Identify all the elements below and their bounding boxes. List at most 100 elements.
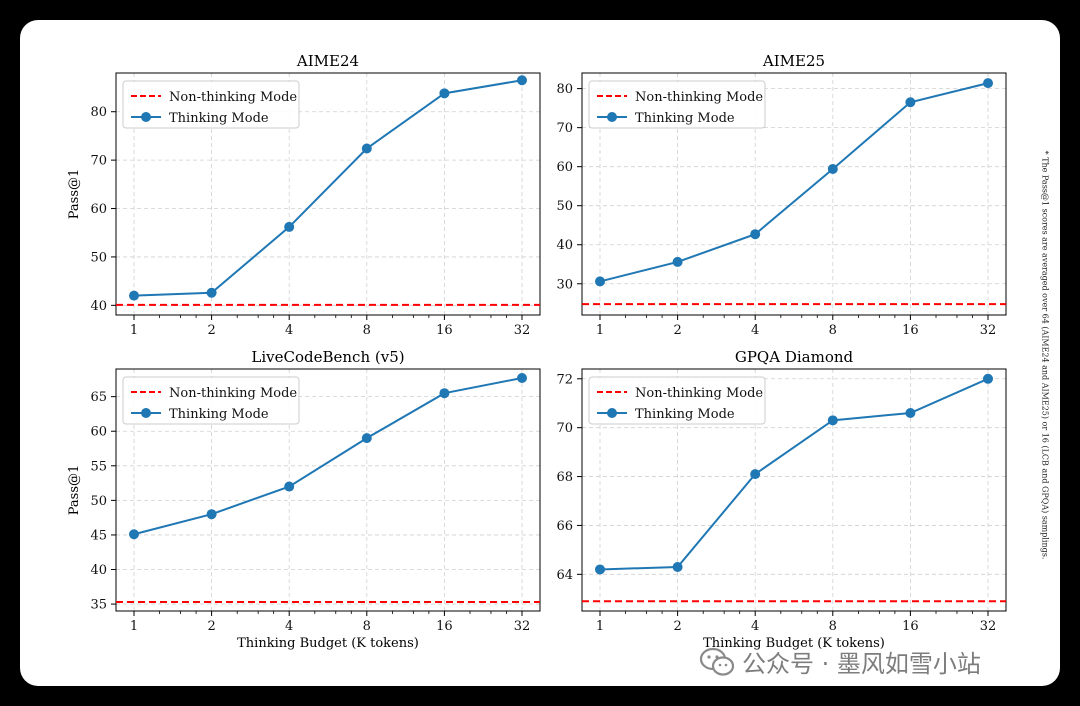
chart-figure: 1 2 4 8 16 32 40 50 60 70 80 AIME24 Pass@1 Non-thinki… <box>67 52 1007 651</box>
legend: Non-thinking Mode Thinking Mode <box>122 376 300 425</box>
y-axis-label: Pass@1 <box>67 169 82 220</box>
legend-box <box>122 80 300 129</box>
thinking-series-line <box>133 79 523 297</box>
plot-frame <box>115 368 541 612</box>
y-tick-label: 50 <box>556 199 573 214</box>
x-tick-label: 1 <box>130 323 138 338</box>
x-tick-label: 2 <box>673 323 681 338</box>
legend-box <box>588 376 766 425</box>
chart-panel-3: 1 2 4 8 16 32 35 40 45 50 55 60 65 LiveCodeBench (v5)… <box>67 348 541 651</box>
x-tick-label: 8 <box>363 619 371 634</box>
y-tick-label: 40 <box>90 563 107 578</box>
y-tick-label: 35 <box>90 598 107 613</box>
thinking-data-point <box>439 88 450 99</box>
legend-swatch-thinking-marker <box>141 408 151 418</box>
thinking-data-point <box>439 388 450 399</box>
legend-label-nonthinking: Non-thinking Mode <box>169 386 297 401</box>
thinking-data-point <box>595 564 605 575</box>
legend-label-nonthinking: Non-thinking Mode <box>635 386 763 401</box>
thinking-data-point <box>129 290 139 301</box>
x-tick-label: 32 <box>514 619 531 634</box>
chart-panel-1: 1 2 4 8 16 32 40 50 60 70 80 AIME24 Pass@1 Non-thinki… <box>67 52 541 338</box>
legend-swatch-thinking-marker <box>607 408 617 418</box>
legend-label-nonthinking: Non-thinking Mode <box>635 90 763 105</box>
x-tick-label: 32 <box>980 323 997 338</box>
watermark-text: 公众号 · 墨风如雪小站 <box>742 650 981 678</box>
thinking-data-point <box>595 276 605 287</box>
thinking-data-point <box>672 562 683 572</box>
y-axis-label: Pass@1 <box>67 465 82 516</box>
x-tick-label: 8 <box>829 619 837 634</box>
thinking-data-point <box>361 433 372 444</box>
x-tick-label: 4 <box>751 619 759 634</box>
y-tick-label: 68 <box>556 470 573 485</box>
figure-card: 1 2 4 8 16 32 40 50 60 70 80 AIME24 Pass@1 Non-thinki… <box>20 20 1060 686</box>
thinking-series-line <box>133 377 523 536</box>
x-tick-label: 2 <box>207 619 215 634</box>
watermark: 公众号 · 墨风如雪小站 <box>700 644 981 679</box>
thinking-data-point <box>517 372 527 383</box>
x-tick-label: 8 <box>363 323 371 338</box>
y-tick-label: 80 <box>556 82 573 97</box>
y-tick-label: 66 <box>556 519 573 534</box>
y-tick-label: 80 <box>90 105 107 120</box>
x-tick-label: 2 <box>673 619 681 634</box>
x-tick-label: 4 <box>285 619 293 634</box>
x-axis-label: Thinking Budget (K tokens) <box>703 636 885 651</box>
legend-label-thinking: Thinking Mode <box>169 407 269 422</box>
thinking-data-point <box>983 78 993 89</box>
legend-box <box>122 376 300 425</box>
plot-frame <box>581 368 1007 612</box>
y-tick-label: 64 <box>556 568 573 583</box>
y-tick-label: 50 <box>90 250 107 265</box>
legend-label-thinking: Thinking Mode <box>635 407 735 422</box>
plot-frame <box>581 72 1007 316</box>
y-tick-label: 70 <box>90 154 107 169</box>
y-tick-label: 30 <box>556 277 573 292</box>
chart-title: AIME25 <box>762 52 825 70</box>
thinking-data-point <box>206 509 217 520</box>
plot-frame <box>115 72 541 316</box>
legend-swatch-thinking-marker <box>607 112 617 122</box>
legend: Non-thinking Mode Thinking Mode <box>122 80 300 129</box>
thinking-data-point <box>827 415 838 426</box>
thinking-series-line <box>599 377 989 571</box>
x-tick-label: 1 <box>596 323 604 338</box>
chart-panel-2: 1 2 4 8 16 32 30 40 50 60 70 80 AIME25 Non-thinking M… <box>556 52 1007 338</box>
chart-title: AIME24 <box>296 52 359 70</box>
y-tick-label: 45 <box>90 528 107 543</box>
legend: Non-thinking Mode Thinking Mode <box>588 80 766 129</box>
y-tick-label: 72 <box>556 372 573 387</box>
x-tick-label: 16 <box>902 619 919 634</box>
thinking-data-point <box>206 287 217 298</box>
thinking-data-point <box>672 256 683 267</box>
thinking-data-point <box>129 529 139 540</box>
thinking-data-point <box>517 75 527 86</box>
y-tick-label: 40 <box>90 299 107 314</box>
thinking-data-point <box>284 481 295 492</box>
legend-label-nonthinking: Non-thinking Mode <box>169 90 297 105</box>
x-axis-label: Thinking Budget (K tokens) <box>237 636 419 651</box>
legend-box <box>588 80 766 129</box>
legend: Non-thinking Mode Thinking Mode <box>588 376 766 425</box>
x-tick-label: 1 <box>130 619 138 634</box>
x-tick-label: 4 <box>285 323 293 338</box>
wechat-icon <box>700 647 734 676</box>
chart-title: LiveCodeBench (v5) <box>251 348 404 366</box>
thinking-data-point <box>284 221 295 232</box>
y-tick-label: 40 <box>556 238 573 253</box>
thinking-data-point <box>905 408 916 418</box>
thinking-data-point <box>361 143 372 154</box>
x-tick-label: 16 <box>436 619 453 634</box>
footnote-text: * The Pass@1 scores are averaged over 64… <box>1040 150 1050 560</box>
thinking-data-point <box>827 164 838 175</box>
chart-title: GPQA Diamond <box>735 348 854 366</box>
x-tick-label: 16 <box>436 323 453 338</box>
thinking-data-point <box>750 229 761 240</box>
y-tick-label: 70 <box>556 421 573 436</box>
thinking-data-point <box>750 469 761 480</box>
y-tick-label: 55 <box>90 459 107 474</box>
y-tick-label: 60 <box>90 202 107 217</box>
x-tick-label: 4 <box>751 323 759 338</box>
y-tick-label: 70 <box>556 121 573 136</box>
